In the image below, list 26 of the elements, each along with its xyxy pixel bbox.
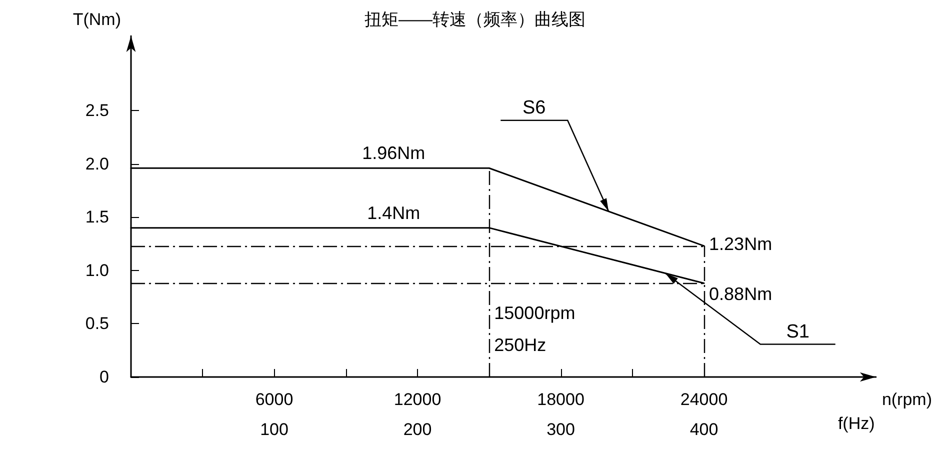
x-tick-label: 18000 [537, 390, 584, 409]
y-tick-label: 0.5 [85, 314, 109, 334]
y-tick-label: 1.0 [85, 260, 109, 280]
text: S1 [786, 321, 810, 342]
x2-axis-title: f(Hz) [838, 414, 875, 433]
text: S6 [522, 97, 546, 118]
annotation: 1.23Nm [709, 234, 772, 254]
annotation: 1.96Nm [362, 143, 426, 164]
x2-tick-label: 200 [403, 420, 432, 439]
y-tick-label: 1.5 [85, 208, 109, 227]
x-tick-label: 12000 [394, 390, 442, 409]
x-tick-label: 24000 [680, 390, 728, 409]
x-tick-label: 6000 [255, 390, 294, 409]
annotation: 15000rpm [494, 303, 576, 324]
x2-tick-label: 400 [690, 420, 718, 439]
chart-title: 扭矩——转速（频率）曲线图 [364, 10, 586, 29]
y-axis-title: T(Nm) [72, 10, 121, 29]
y-tick-label: 2.0 [85, 154, 109, 174]
x2-tick-label: 300 [546, 420, 575, 439]
x-axis-title: n(rpm) [882, 390, 932, 409]
x2-tick-label: 100 [260, 420, 288, 439]
annotation: 250Hz [494, 335, 546, 356]
annotation: 1.4Nm [367, 202, 420, 223]
y-tick-label: 2.5 [85, 101, 109, 120]
y-tick-label: 0 [100, 368, 109, 386]
annotation: 0.88Nm [709, 284, 772, 304]
